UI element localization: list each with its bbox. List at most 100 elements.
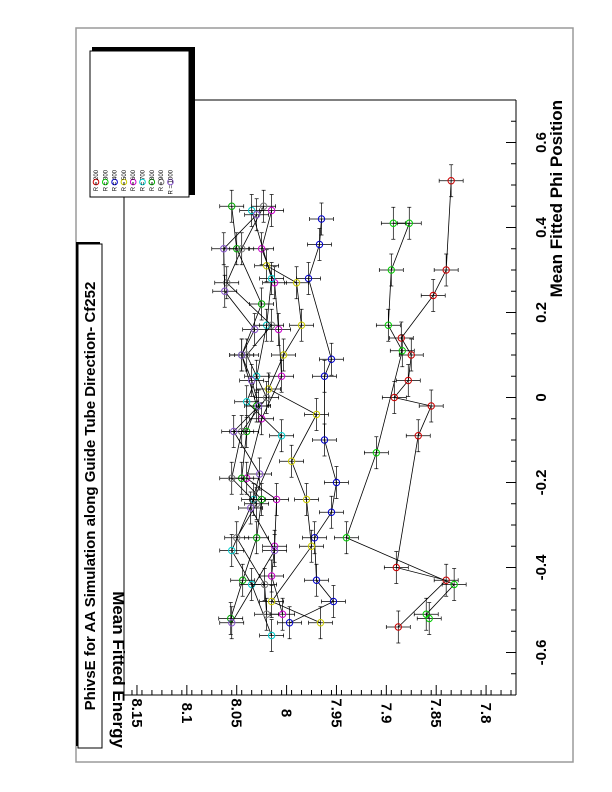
data-point: [237, 245, 246, 253]
data-point: [285, 619, 294, 627]
data-point: [252, 372, 261, 380]
data-point: [267, 206, 276, 215]
y-tick-label: 7.95: [327, 698, 344, 727]
y-tick-label: 8: [278, 709, 295, 717]
data-point: [427, 402, 435, 410]
chart-title: PhivsE for AA Simulation along Guide Tub…: [82, 282, 99, 711]
data-point: [228, 546, 236, 555]
data-point: [317, 215, 326, 223]
legend-marker: [167, 178, 174, 186]
data-point: [372, 449, 381, 457]
title-box-frame: [77, 243, 103, 749]
legend-marker: [157, 178, 165, 186]
data-point: [442, 576, 450, 584]
data-point: [316, 619, 325, 627]
axis-ticks: -0.6 -0.4 -0.2 0 0.2 0.4 0.6 7.8 7.85 7.9 7.95 8 8.0…: [128, 99, 550, 728]
y-tick-label: 8.1: [178, 703, 195, 724]
data-point: [414, 432, 422, 440]
x-tick-label: 0.2: [533, 302, 550, 323]
data-point: [228, 619, 236, 627]
y-axis-title: Mean Fitted Energy: [109, 591, 128, 748]
legend-marker: [129, 178, 137, 186]
x-tick-label: 0: [533, 393, 550, 401]
y-tick-label: 7.9: [377, 703, 394, 724]
data-point: [255, 470, 264, 478]
legend-label: R = 700: [141, 169, 147, 191]
y-tick-label: 7.8: [477, 703, 494, 724]
series-layer: [211, 164, 467, 652]
data-point: [425, 614, 433, 623]
x-tick-label: -0.2: [533, 470, 550, 496]
data-point: [392, 563, 401, 572]
data-point: [267, 631, 276, 640]
legend-frame: [89, 50, 190, 198]
legend-marker: [148, 178, 156, 186]
x-tick-label: -0.4: [533, 554, 550, 581]
series-line: [289, 218, 337, 624]
series-line: [231, 210, 283, 636]
data-point: [267, 274, 276, 283]
series-line: [345, 222, 455, 619]
data-point: [259, 202, 268, 210]
data-point: [254, 402, 263, 410]
title-box: PhivsE for AA Simulation along Guide Tub…: [76, 242, 103, 749]
legend-marker: [139, 178, 146, 186]
data-point: [307, 542, 316, 550]
y-tick-label: 8.15: [128, 698, 145, 727]
data-point: [237, 351, 246, 359]
legend-label: R = 900: [159, 169, 165, 191]
legend-label: R = 300: [103, 169, 109, 191]
legend-marker: [102, 178, 109, 186]
data-point: [267, 597, 276, 606]
data-point: [398, 347, 406, 355]
data-point: [329, 597, 338, 606]
data-point: [246, 504, 255, 512]
data-point: [267, 321, 276, 329]
y-tick-label: 7.85: [427, 698, 444, 727]
data-point: [320, 372, 329, 380]
data-point: [257, 300, 266, 308]
data-point: [287, 457, 296, 465]
data-point: [332, 478, 341, 487]
x-tick-label: 0.6: [533, 132, 550, 153]
legend-label: R = 500: [122, 169, 128, 191]
data-point: [327, 508, 336, 516]
data-point: [390, 393, 399, 402]
data-point: [312, 410, 321, 419]
data-point: [447, 177, 455, 185]
data-point: [264, 385, 273, 393]
data-point: [394, 623, 403, 631]
data-point: [450, 580, 458, 589]
series-group: [219, 194, 294, 652]
data-point: [320, 436, 329, 444]
data-point: [342, 534, 351, 542]
legend-marker: [120, 178, 128, 186]
data-point: [270, 546, 279, 555]
data-point: [252, 500, 261, 508]
data-point: [442, 266, 450, 274]
data-point: [327, 355, 336, 363]
x-tick-label: 0.4: [533, 216, 550, 238]
legend-label: R = 200: [94, 169, 100, 191]
data-point: [223, 279, 231, 287]
data-point: [302, 495, 311, 504]
data-point: [247, 376, 256, 385]
legend: R = 200 R = 300 R = 400 R = 500 R = 600 R = 7…: [89, 47, 195, 198]
legend-marker: [92, 178, 100, 186]
data-point: [384, 321, 393, 329]
data-point: [278, 610, 287, 618]
data-point: [252, 534, 261, 542]
data-point: [238, 576, 247, 584]
y-tick-label: 8.05: [228, 698, 245, 727]
data-point: [297, 321, 306, 329]
data-point: [292, 279, 301, 287]
data-point: [262, 393, 271, 402]
legend-label: R = 600: [131, 169, 137, 191]
series-line: [226, 206, 273, 615]
data-point: [228, 474, 236, 482]
data-point: [257, 495, 266, 504]
data-point: [262, 610, 271, 618]
data-point: [312, 576, 321, 584]
series-group: [334, 206, 467, 635]
